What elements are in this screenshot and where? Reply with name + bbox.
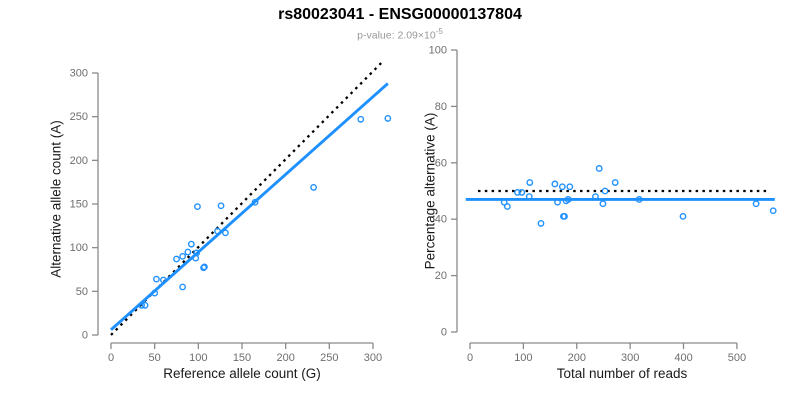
y-tick-label: 0: [441, 327, 447, 339]
y-tick-label: 0: [82, 330, 88, 342]
x-tick-label: 100: [514, 352, 532, 364]
data-point: [184, 248, 192, 256]
y-tick-label: 100: [429, 45, 447, 57]
pvalue-mantissa: 2.09: [397, 29, 418, 42]
data-point: [500, 198, 508, 206]
data-point: [214, 227, 221, 235]
left-x-axis-label: Reference allele count (G): [163, 366, 321, 381]
data-point: [518, 189, 526, 196]
y-tick-label: 200: [70, 155, 88, 167]
data-point: [554, 198, 561, 206]
x-tick-label: 300: [364, 352, 382, 364]
y-tick-label: 40: [435, 214, 447, 226]
y-tick-label: 250: [70, 111, 88, 123]
data-point: [566, 183, 574, 191]
data-point: [222, 229, 229, 237]
data-point: [564, 196, 572, 203]
left-y-axis-label: Alternative allele count (A): [48, 120, 64, 278]
x-tick-label: 400: [674, 352, 692, 364]
data-point: [179, 253, 187, 260]
data-point: [217, 202, 225, 210]
data-point: [611, 179, 619, 186]
data-point: [503, 203, 511, 210]
pvalue-prefix: p-value:: [357, 29, 398, 42]
data-points: [138, 115, 392, 309]
data-point: [310, 184, 318, 191]
data-point: [251, 198, 259, 206]
data-point: [537, 220, 545, 227]
y-tick-label: 300: [70, 68, 88, 80]
x-tick-label: 0: [108, 352, 114, 364]
x-tick-label: 500: [728, 352, 746, 364]
data-point: [151, 289, 159, 297]
data-point: [525, 193, 533, 201]
data-point: [357, 115, 365, 123]
data-point: [159, 276, 167, 284]
data-point: [752, 200, 760, 208]
identity-line: [110, 61, 383, 336]
y-tick-label: 100: [70, 242, 88, 254]
right-plot: 0 100 200 300 400 500 0 20 40 60 80 100: [429, 45, 777, 364]
plot-subtitle: p-value: 2.09×10-5: [0, 27, 800, 42]
pvalue-times-ten: ×10: [417, 29, 436, 42]
data-point: [635, 196, 643, 203]
y-tick-label: 80: [435, 101, 447, 113]
y-tick-label: 20: [435, 270, 447, 282]
x-tick-label: 50: [149, 352, 161, 364]
data-point: [201, 263, 208, 271]
x-tick-label: 150: [233, 352, 251, 364]
data-point: [551, 180, 559, 188]
x-tick-label: 0: [467, 352, 473, 364]
data-point: [153, 275, 160, 283]
data-point: [179, 283, 187, 291]
data-point: [514, 189, 521, 196]
data-point: [141, 301, 149, 309]
data-point: [561, 212, 568, 220]
data-point: [769, 207, 777, 215]
data-point: [526, 179, 534, 186]
data-point: [193, 249, 200, 257]
x-tick-label: 200: [568, 352, 586, 364]
x-tick-label: 300: [621, 352, 639, 364]
data-point: [187, 240, 195, 248]
fit-line: [110, 82, 389, 331]
y-tick-label: 150: [70, 199, 88, 211]
y-tick-label: 50: [76, 286, 88, 298]
left-plot: 0 50 100 150 200 250 300 0 50 100 150 200 250 300: [70, 61, 392, 364]
data-point: [173, 255, 180, 263]
pvalue-exponent: -5: [435, 27, 443, 36]
y-tick-label: 60: [435, 157, 447, 169]
data-point: [200, 264, 207, 272]
data-point: [595, 165, 603, 172]
right-y-axis-label: Percentage alternative (A): [422, 112, 438, 270]
data-point: [194, 203, 201, 211]
data-point: [601, 187, 609, 195]
plot-title: rs80023041 - ENSG00000137804: [278, 6, 522, 23]
data-points: [500, 165, 777, 227]
data-point: [679, 212, 687, 220]
x-tick-label: 250: [320, 352, 338, 364]
data-point: [599, 200, 607, 208]
x-tick-label: 200: [276, 352, 294, 364]
right-x-axis-label: Total number of reads: [556, 366, 688, 381]
data-point: [138, 301, 145, 309]
data-point: [592, 193, 599, 201]
data-point: [558, 183, 566, 191]
data-point: [384, 115, 392, 122]
x-tick-label: 100: [189, 352, 207, 364]
